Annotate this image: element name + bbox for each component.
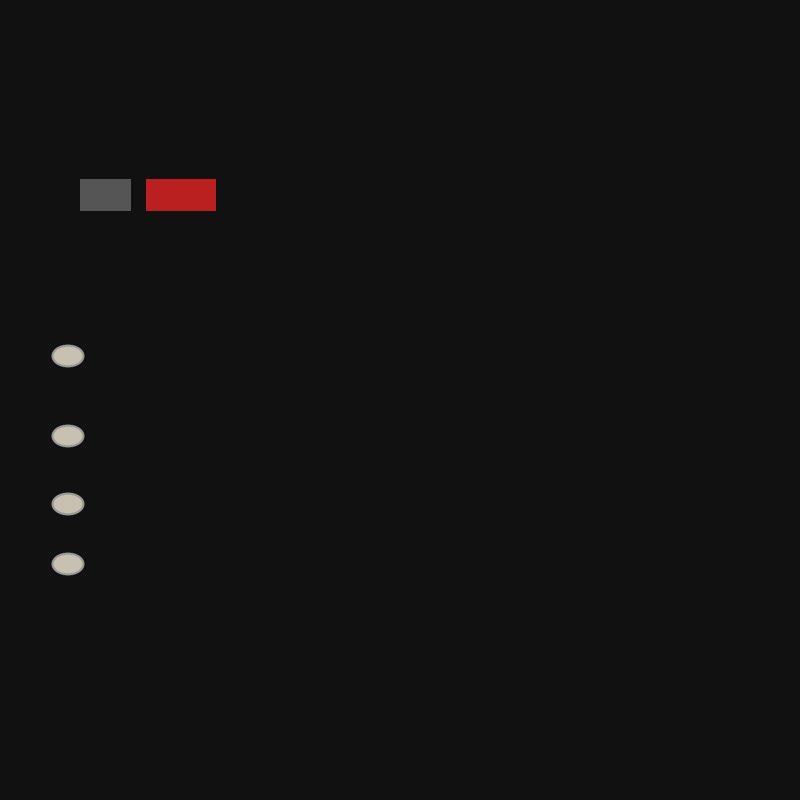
Text: $y \geq -\dfrac{1}{3}x+1$: $y \geq -\dfrac{1}{3}x+1$ (92, 417, 215, 455)
Text: $y \leq 7x-1$: $y \leq 7x-1$ (92, 553, 189, 575)
Text: $y \geq \dfrac{3}{5}x+1$: $y \geq \dfrac{3}{5}x+1$ (92, 337, 191, 375)
Circle shape (53, 426, 83, 446)
Text: Which inequality has a dashed boundary line when graphed?: Which inequality has a dashed boundary l… (52, 261, 648, 280)
FancyBboxPatch shape (80, 179, 131, 210)
Circle shape (53, 554, 83, 574)
Circle shape (53, 494, 83, 514)
Text: $y > 3x+1$: $y > 3x+1$ (92, 493, 189, 515)
FancyBboxPatch shape (146, 179, 216, 210)
Circle shape (53, 346, 83, 366)
